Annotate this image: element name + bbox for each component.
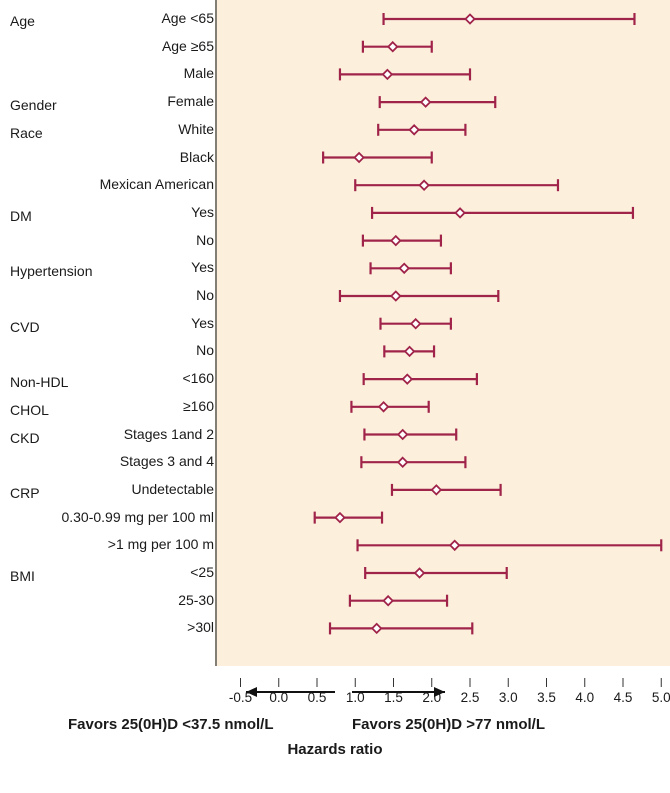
x-tick-label: 2.5 [461, 690, 480, 705]
row-label: No [196, 231, 214, 248]
hr-point [382, 594, 394, 607]
x-tick-label: 1.5 [384, 690, 403, 705]
hr-point [419, 96, 432, 108]
hr-point [353, 151, 365, 164]
row-label: No [196, 342, 214, 359]
row-label: <160 [182, 370, 214, 387]
hr-point [398, 262, 410, 275]
row-label: <25 [190, 564, 214, 580]
row-label: >1 mg per 100 m [107, 536, 214, 553]
row-label: Black [179, 148, 214, 165]
row-label: White [178, 120, 214, 137]
row-label: 25-30 [178, 591, 214, 608]
row-label: Female [167, 93, 214, 110]
x-tick-label: 3.0 [499, 690, 518, 705]
group-label: CRP [10, 484, 40, 501]
hr-point [409, 317, 422, 330]
hr-point [334, 511, 346, 524]
hr-point [386, 40, 399, 53]
group-label: Non-HDL [10, 374, 69, 391]
hr-point [390, 234, 402, 247]
group-label: Gender [10, 97, 57, 114]
x-tick-label: 3.5 [537, 690, 556, 705]
hr-point [448, 539, 461, 552]
group-label: DM [10, 207, 32, 224]
x-tick-label: 1.0 [346, 690, 365, 705]
row-label: No [196, 287, 214, 303]
row-label: ≥160 [182, 397, 214, 414]
x-tick-label: 4.0 [575, 690, 594, 705]
group-label: Hypertension [10, 263, 93, 280]
row-label: Yes [191, 203, 214, 220]
row-label: Age ≥65 [161, 37, 214, 54]
row-label: Undetectable [131, 480, 214, 497]
hr-point [377, 401, 390, 413]
hr-point [396, 456, 409, 468]
favors-left-arrow-head [246, 687, 257, 697]
favors-right-label: Favors 25(0H)D >77 nmol/L [352, 716, 545, 733]
plot-background [215, 0, 670, 666]
hr-point [408, 124, 420, 136]
hr-point [370, 622, 383, 635]
row-label: Stages 1and 2 [123, 425, 214, 442]
group-label: Race [10, 124, 43, 141]
favors-left-label: Favors 25(0H)D <37.5 nmol/L [68, 716, 274, 733]
hr-point [401, 373, 414, 385]
hr-point [403, 345, 416, 358]
group-label: CKD [10, 429, 40, 446]
row-label: Mexican American [99, 176, 214, 193]
x-tick-label: 5.0 [652, 690, 670, 705]
row-label: Age <65 [161, 10, 214, 26]
group-label: Age [10, 13, 35, 29]
hr-point [454, 207, 466, 219]
row-label: Yes [191, 259, 214, 276]
row-label: Yes [191, 314, 214, 331]
x-tick-label: 4.5 [614, 690, 633, 705]
row-label: Male [183, 65, 214, 82]
group-label: CHOL [10, 401, 49, 418]
x-tick-label: -0.5 [229, 690, 252, 705]
hr-point [390, 290, 402, 302]
hr-point [418, 179, 430, 191]
x-tick-label: 0.0 [269, 690, 288, 705]
group-label: BMI [10, 568, 35, 584]
hr-point [396, 428, 409, 441]
row-label: 0.30-0.99 mg per 100 ml [61, 508, 214, 525]
hr-point [381, 68, 394, 81]
hr-point [413, 567, 426, 579]
favors-right-arrow-head [434, 687, 445, 697]
row-label: Stages 3 and 4 [119, 453, 214, 470]
row-label: >30l [187, 619, 214, 636]
x-tick-label: 0.5 [308, 690, 327, 705]
group-label: CVD [10, 318, 40, 335]
hr-point [430, 484, 443, 496]
hr-point [464, 13, 476, 25]
x-axis-label: Hazards ratio [287, 741, 383, 758]
